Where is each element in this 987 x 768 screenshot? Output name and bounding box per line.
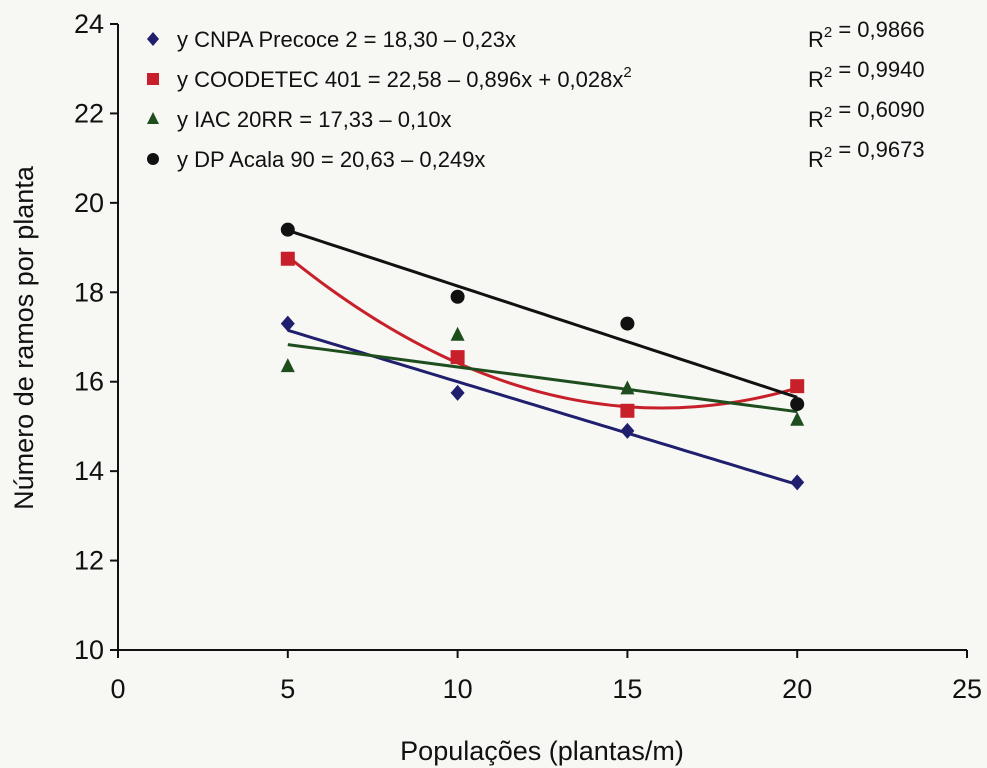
data-point-3-1 — [450, 289, 465, 304]
tick-labels: 10 12 14 16 18 20 22 24 0 5 10 15 20 25 — [74, 9, 982, 704]
y-tick-label: 22 — [74, 98, 104, 128]
data-point-3-2 — [620, 316, 635, 331]
trend-lines — [286, 228, 798, 486]
trend-line-3 — [287, 228, 798, 399]
legend-label-3: y DP Acala 90 = 20,63 – 0,249x — [177, 147, 485, 172]
x-tick-label: 10 — [443, 674, 473, 704]
data-point-0-2 — [620, 422, 635, 439]
legend-r2-3: R2 = 0,9673 — [808, 137, 925, 172]
legend-marker-1 — [147, 73, 159, 85]
legend-marker-0 — [147, 32, 159, 46]
y-tick-label: 14 — [74, 456, 104, 486]
data-point-0-1 — [450, 384, 465, 401]
legend-label-2: y IAC 20RR = 17,33 – 0,10x — [177, 107, 452, 132]
legend-label-0: y CNPA Precoce 2 = 18,30 – 0,23x — [177, 27, 516, 52]
y-axis-title: Número de ramos por planta — [9, 165, 39, 510]
data-point-3-0 — [280, 222, 295, 237]
legend-r2-0: R2 = 0,9866 — [808, 17, 925, 52]
x-tick-label: 5 — [280, 674, 295, 704]
data-point-2-3 — [790, 411, 805, 426]
legend-r2-1: R2 = 0,9940 — [808, 57, 925, 92]
data-points — [280, 222, 805, 491]
data-point-3-3 — [790, 397, 805, 412]
x-tick-label: 20 — [782, 674, 812, 704]
data-point-2-0 — [280, 358, 295, 373]
legend-marker-2 — [147, 112, 159, 124]
y-tick-label: 12 — [74, 546, 104, 576]
trend-line-2 — [287, 343, 798, 414]
x-tick-label: 0 — [110, 674, 125, 704]
trend-line-1 — [286, 255, 798, 410]
y-tick-label: 24 — [74, 9, 104, 39]
legend-label-1: y COODETEC 401 = 22,58 – 0,896x + 0,028x… — [177, 64, 632, 92]
x-axis-title: Populações (plantas/m) — [400, 736, 684, 766]
y-tick-label: 10 — [74, 635, 104, 665]
x-tick-label: 15 — [612, 674, 642, 704]
axes — [110, 23, 968, 658]
data-point-1-3 — [790, 379, 805, 394]
data-point-1-1 — [450, 350, 465, 365]
y-tick-label: 16 — [74, 367, 104, 397]
y-tick-label: 18 — [74, 277, 104, 307]
data-point-1-0 — [280, 251, 295, 266]
x-tick-label: 25 — [952, 674, 982, 704]
data-point-1-2 — [620, 403, 635, 418]
y-tick-label: 20 — [74, 188, 104, 218]
legend-r2-2: R2 = 0,6090 — [808, 97, 925, 132]
data-point-2-1 — [450, 326, 465, 341]
legend-marker-3 — [147, 153, 159, 165]
data-point-0-3 — [790, 474, 805, 491]
data-point-2-2 — [620, 380, 635, 395]
data-point-0-0 — [280, 315, 295, 332]
legend: y CNPA Precoce 2 = 18,30 – 0,23x R2 = 0,9… — [147, 17, 925, 172]
